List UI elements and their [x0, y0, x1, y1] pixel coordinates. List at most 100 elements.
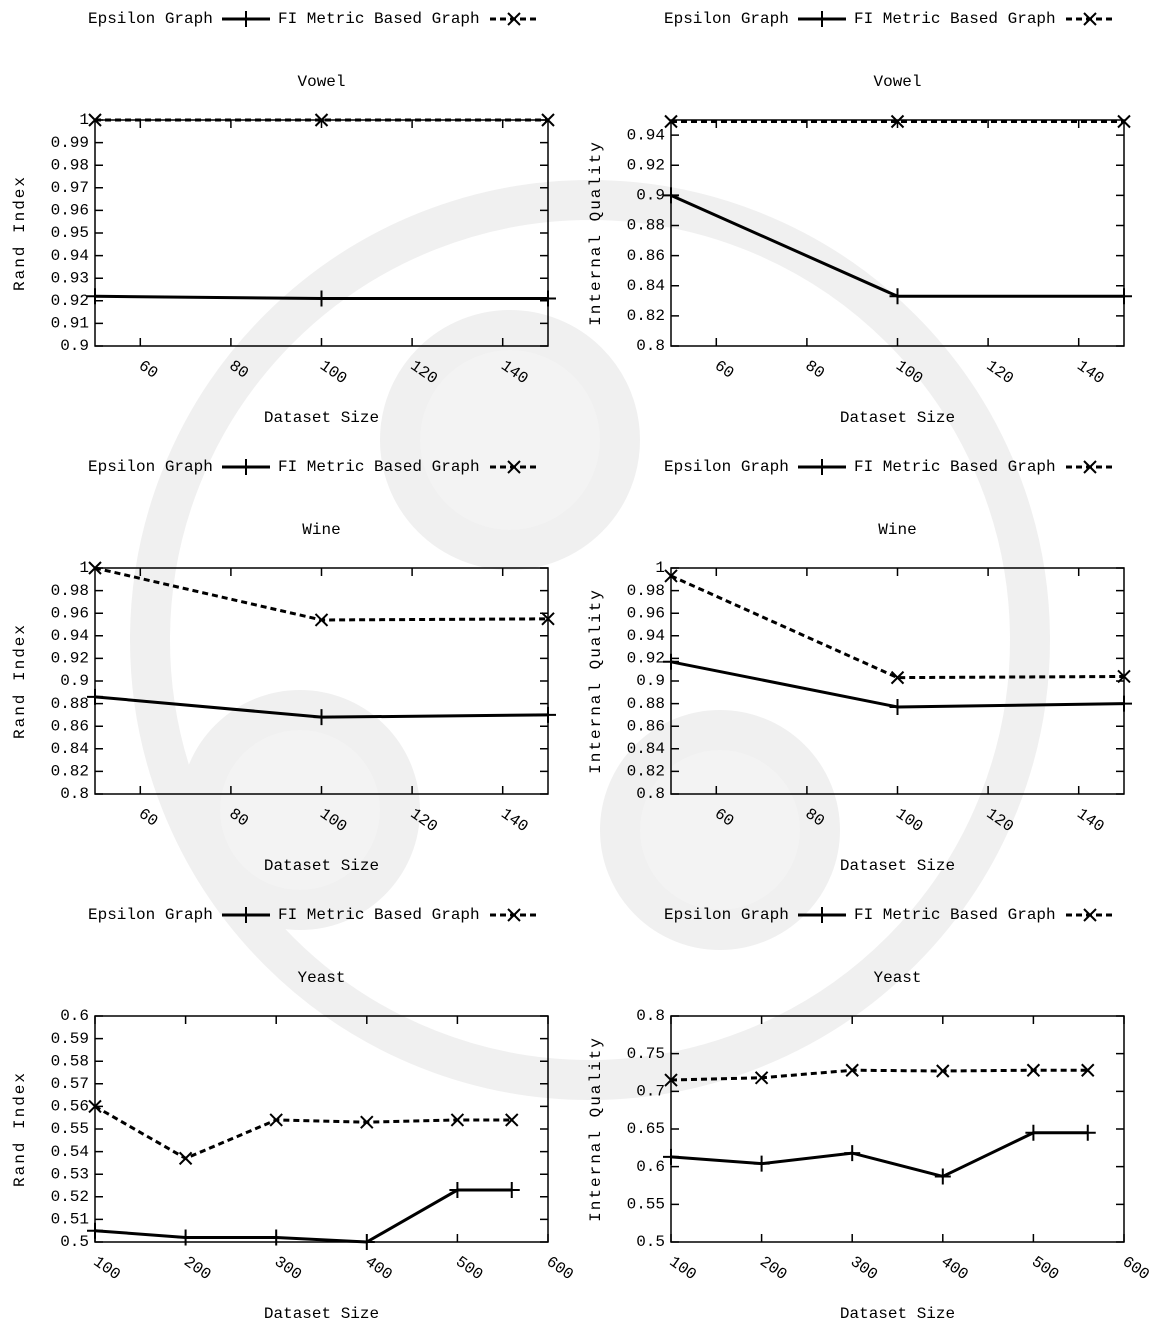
x-tick-label: 500	[1028, 1253, 1062, 1284]
legend-label: Epsilon Graph	[664, 10, 789, 28]
y-tick-label: 0.56	[51, 1098, 89, 1116]
x-tick-label: 140	[1073, 805, 1107, 836]
x-axis-label: Dataset Size	[840, 857, 955, 875]
x-tick-label: 60	[135, 357, 161, 383]
y-axis-label: Internal Quality	[587, 1036, 605, 1222]
x-tick-label: 500	[452, 1253, 486, 1284]
point-marker	[268, 1229, 285, 1246]
x-tick-label: 100	[892, 805, 926, 836]
chart-title: Yeast	[873, 969, 921, 987]
y-tick-label: 0.6	[636, 1158, 665, 1176]
legend-label: FI Metric Based Graph	[278, 10, 480, 28]
point-marker	[664, 1073, 678, 1087]
legend-label: FI Metric Based Graph	[854, 906, 1056, 924]
chart-title: Vowel	[297, 73, 345, 91]
y-tick-label: 0.88	[627, 217, 665, 235]
series-line	[94, 1188, 512, 1244]
y-tick-label: 0.53	[51, 1165, 89, 1183]
point-marker	[664, 569, 678, 583]
x-tick-label: 200	[756, 1253, 790, 1284]
y-tick-label: 0.9	[636, 187, 665, 205]
y-tick-label: 0.65	[627, 1120, 665, 1138]
y-tick-label: 0.5	[636, 1233, 665, 1251]
legend-marker	[507, 460, 521, 474]
x-tick-label: 600	[1119, 1253, 1153, 1284]
point-marker	[889, 288, 906, 305]
point-marker	[541, 612, 555, 626]
y-tick-label: 0.99	[51, 134, 89, 152]
y-tick-label: 0.86	[627, 717, 665, 735]
x-tick-label: 300	[847, 1253, 881, 1284]
y-tick-label: 0.84	[627, 277, 665, 295]
y-tick-label: 0.94	[627, 627, 665, 645]
y-tick-label: 0.6	[60, 1007, 89, 1025]
point-marker	[1081, 1063, 1095, 1077]
y-axis-label: Rand Index	[11, 1071, 29, 1187]
point-marker	[1116, 695, 1132, 712]
x-axis-label: Dataset Size	[264, 1305, 379, 1323]
x-axis-label: Dataset Size	[840, 1305, 955, 1323]
point-marker	[178, 1151, 193, 1166]
y-tick-label: 0.9	[60, 337, 89, 355]
point-marker	[88, 1099, 102, 1114]
y-tick-label: 1	[79, 559, 89, 577]
x-axis-label: Dataset Size	[264, 409, 379, 427]
point-marker	[87, 1222, 103, 1239]
legend-marker	[238, 459, 254, 475]
legend-label: Epsilon Graph	[664, 906, 789, 924]
legend-label: FI Metric Based Graph	[278, 906, 480, 924]
point-marker	[358, 1234, 375, 1250]
x-tick-label: 100	[316, 357, 350, 388]
y-tick-label: 0.51	[51, 1211, 89, 1229]
x-tick-label: 140	[497, 805, 531, 836]
legend-marker	[1083, 12, 1097, 26]
y-tick-label: 0.8	[636, 337, 665, 355]
point-marker	[177, 1229, 194, 1246]
y-tick-label: 0.55	[51, 1120, 89, 1138]
legend-label: FI Metric Based Graph	[854, 10, 1056, 28]
y-axis-label: Internal Quality	[587, 140, 605, 326]
point-marker	[269, 1113, 283, 1127]
point-marker	[754, 1071, 769, 1085]
legend-marker	[238, 11, 254, 27]
y-tick-label: 0.92	[51, 292, 89, 310]
y-tick-label: 0.92	[51, 650, 89, 668]
x-tick-label: 120	[983, 357, 1017, 388]
point-marker	[1079, 1124, 1096, 1141]
y-tick-label: 0.8	[636, 785, 665, 803]
y-tick-label: 0.8	[60, 785, 89, 803]
point-marker	[314, 113, 329, 127]
y-tick-label: 0.94	[627, 126, 665, 144]
y-axis-label: Internal Quality	[587, 588, 605, 774]
y-tick-label: 0.98	[627, 582, 665, 600]
y-tick-label: 0.91	[51, 315, 89, 333]
point-marker	[934, 1168, 951, 1185]
point-marker	[449, 1182, 466, 1199]
x-tick-label: 400	[938, 1253, 972, 1284]
y-tick-label: 0.94	[51, 247, 89, 265]
legend-label: Epsilon Graph	[88, 10, 213, 28]
y-tick-label: 0.86	[627, 247, 665, 265]
point-marker	[663, 1148, 679, 1165]
x-tick-label: 200	[180, 1253, 214, 1284]
point-marker	[845, 1063, 859, 1077]
watermark	[130, 180, 1050, 1100]
point-marker	[1117, 114, 1131, 129]
legend-marker	[1083, 460, 1097, 474]
point-marker	[88, 113, 102, 127]
point-marker	[503, 1182, 520, 1199]
point-marker	[87, 688, 103, 705]
chart-title: Wine	[878, 521, 916, 539]
y-tick-label: 0.9	[636, 672, 665, 690]
legend-label: Epsilon Graph	[664, 458, 789, 476]
point-marker	[1025, 1124, 1042, 1141]
x-tick-label: 100	[90, 1253, 124, 1284]
x-tick-label: 60	[711, 357, 737, 383]
y-tick-label: 0.57	[51, 1075, 89, 1093]
point-marker	[936, 1064, 950, 1078]
y-tick-label: 0.55	[627, 1196, 665, 1214]
point-marker	[890, 670, 905, 685]
y-axis-label: Rand Index	[11, 175, 29, 291]
point-marker	[890, 114, 905, 129]
